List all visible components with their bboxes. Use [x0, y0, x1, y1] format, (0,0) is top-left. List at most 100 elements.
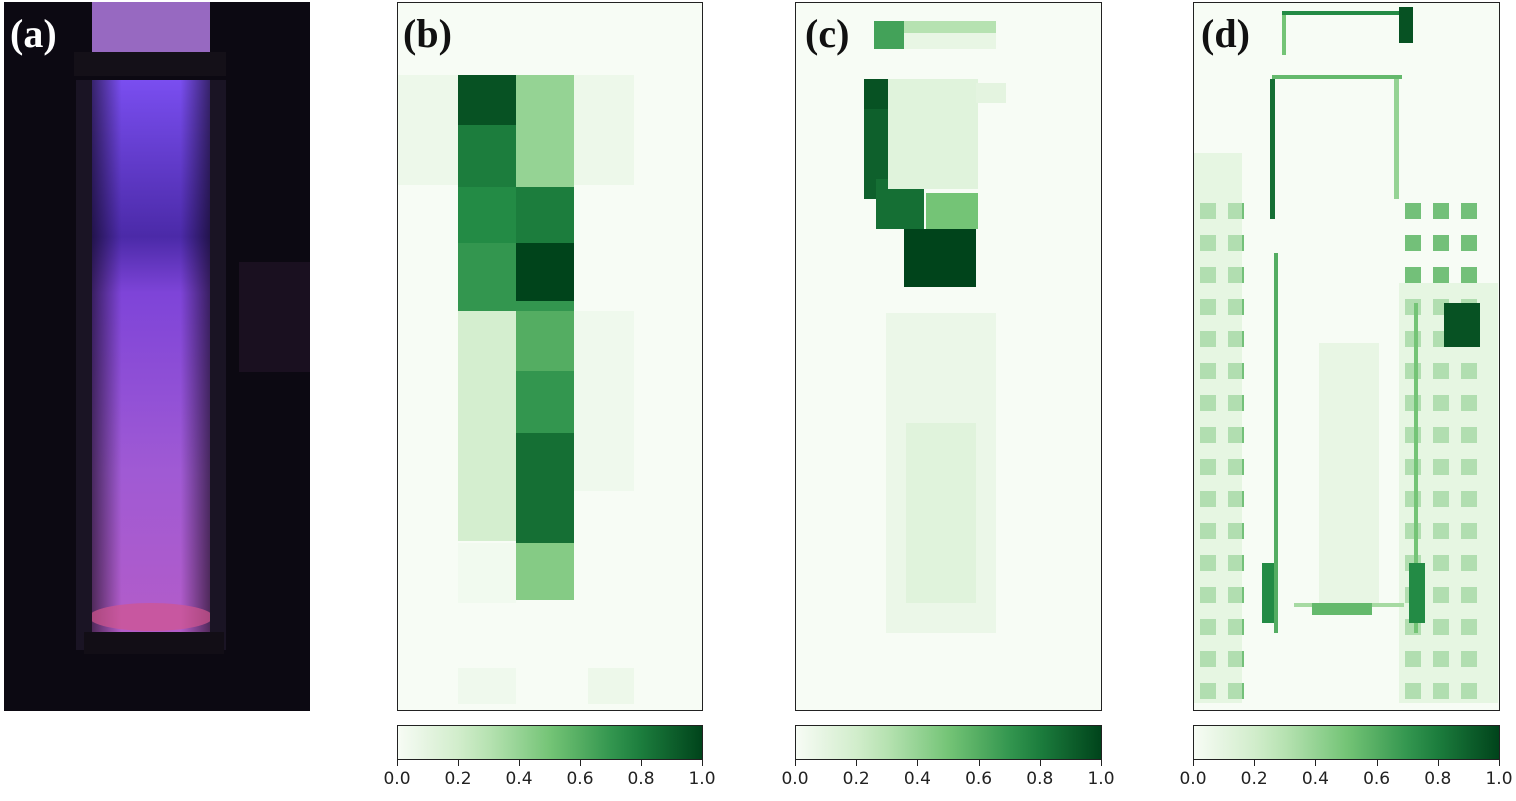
heatmap-d-cell [1405, 235, 1421, 251]
colorbar-c-tick [795, 760, 796, 766]
heatmap-b-cell [458, 187, 516, 243]
heatmap-d-cell [1312, 603, 1372, 615]
colorbar-b [397, 725, 703, 760]
heatmap-d-cell [1405, 203, 1421, 219]
heatmap-d-cell [1282, 11, 1402, 15]
colorbar-c-tick-label: 1.0 [1087, 769, 1115, 789]
heatmap-b-cell [574, 75, 634, 185]
colorbar-b-tick [519, 760, 520, 766]
colorbar-b-tick [458, 760, 459, 766]
heatmap-c-cell [874, 21, 904, 49]
heatmap-d-cell [1274, 253, 1278, 633]
colorbar-c-tick [1101, 760, 1102, 766]
heatmap-d-cell [1461, 235, 1477, 251]
heatmap-d-cell [1414, 303, 1418, 633]
colorbar-d-tick [1376, 760, 1378, 766]
colorbar-c-tick-label: 0.6 [965, 769, 993, 789]
heatmap-d-cell [1409, 563, 1425, 623]
colorbar-d-tick [1254, 760, 1256, 766]
heatmap-b-cell [516, 311, 574, 371]
colorbar-c-tick-label: 0.2 [842, 769, 870, 789]
heatmap-b-cell [516, 301, 574, 311]
colorbar-c-tick-label: 0.8 [1026, 769, 1054, 789]
panel-label-a: (a) [10, 11, 57, 56]
colorbar-c [795, 725, 1102, 760]
heatmap-b-cell [516, 371, 574, 433]
colorbar-b-tick-label: 1.0 [688, 769, 716, 789]
colorbar-b-tick [641, 760, 642, 766]
heatmap-b-cell [458, 75, 516, 125]
heatmap-b-cell [458, 301, 516, 311]
heatmap-d-cell [1399, 7, 1413, 43]
colorbar-b-tick [397, 760, 398, 766]
colorbar-d-tick-label: 0.8 [1424, 769, 1452, 789]
heatmap-c-cell [926, 193, 978, 229]
colorbar-c-tick-label: 0.0 [781, 769, 809, 789]
heatmap-d-cell [1461, 267, 1477, 283]
heatmap-d-cell [1262, 563, 1274, 623]
colorbar-b-tick [702, 760, 703, 766]
heatmap-b-cell [516, 433, 574, 543]
colorbar-d-tick-label: 0.0 [1179, 769, 1207, 789]
heatmap-b-cell [458, 243, 516, 301]
heatmap-b-cell [516, 543, 574, 600]
colorbar-d-tick [1315, 760, 1317, 766]
heatmap-b-cell [458, 125, 516, 187]
colorbar-d-tick-label: 0.2 [1240, 769, 1268, 789]
heatmap-d-cell [1433, 267, 1449, 283]
heatmap-b-cell [516, 243, 574, 301]
panel-label-d: (d) [1201, 11, 1250, 56]
heatmap-d [1193, 2, 1500, 711]
plasma-photo-drawing [4, 2, 310, 711]
colorbar-d-tick [1437, 760, 1439, 766]
heatmap-d-cell [1433, 235, 1449, 251]
heatmap-d-cell [1444, 303, 1480, 347]
colorbar-d-tick [1193, 760, 1194, 766]
colorbar-c-tick-label: 0.4 [903, 769, 931, 789]
heatmap-c-cell [864, 79, 888, 109]
heatmap-c-cell [976, 83, 1006, 103]
heatmap-b-cell [458, 311, 516, 541]
plasma-photo [4, 2, 310, 711]
colorbar-b-tick-label: 0.6 [566, 769, 594, 789]
colorbar-b-tick-label: 0.4 [505, 769, 533, 789]
colorbar-b-tick-label: 0.0 [383, 769, 411, 789]
heatmap-c-cell [888, 79, 978, 189]
heatmap-d-cell [1270, 79, 1275, 219]
heatmap-b-cell [516, 125, 574, 187]
heatmap-d-cell [1282, 15, 1286, 55]
colorbar-b-tick-label: 0.8 [627, 769, 655, 789]
heatmap-c-cell [904, 21, 996, 33]
heatmap-c-cell [906, 423, 976, 603]
colorbar-d-tick-label: 0.4 [1301, 769, 1329, 789]
heatmap-c-image [864, 21, 1006, 633]
heatmap-c [795, 2, 1102, 711]
heatmap-b-cell [398, 75, 458, 185]
colorbar-c-tick [856, 760, 858, 766]
colorbar-d-tick-label: 1.0 [1485, 769, 1513, 789]
colorbar-d [1193, 725, 1500, 760]
heatmap-d-image [1194, 7, 1498, 703]
heatmap-b-cell [574, 311, 634, 491]
heatmap-d-cell [1319, 343, 1379, 603]
heatmap-b-image [398, 75, 634, 704]
heatmap-c-cell [904, 33, 996, 49]
heatmap-d-cell [1194, 153, 1242, 703]
panel-label-b: (b) [403, 11, 452, 56]
colorbar-b-tick [580, 760, 581, 766]
colorbar-d-tick [1499, 760, 1500, 766]
heatmap-d-cell [1405, 267, 1421, 283]
colorbar-c-tick [917, 760, 919, 766]
heatmap-b-cell [458, 668, 516, 704]
colorbar-c-tick [978, 760, 980, 766]
colorbar-d-tick-label: 0.6 [1363, 769, 1391, 789]
colorbar-b-tick-label: 0.2 [444, 769, 472, 789]
heatmap-b [397, 2, 703, 711]
heatmap-d-cell [1433, 203, 1449, 219]
panel-label-c: (c) [805, 11, 850, 56]
heatmap-b-cell [516, 75, 574, 125]
heatmap-b-cell [458, 543, 516, 603]
colorbar-c-tick [1039, 760, 1041, 766]
heatmap-d-cell [1272, 75, 1402, 79]
heatmap-b-cell [588, 668, 634, 704]
